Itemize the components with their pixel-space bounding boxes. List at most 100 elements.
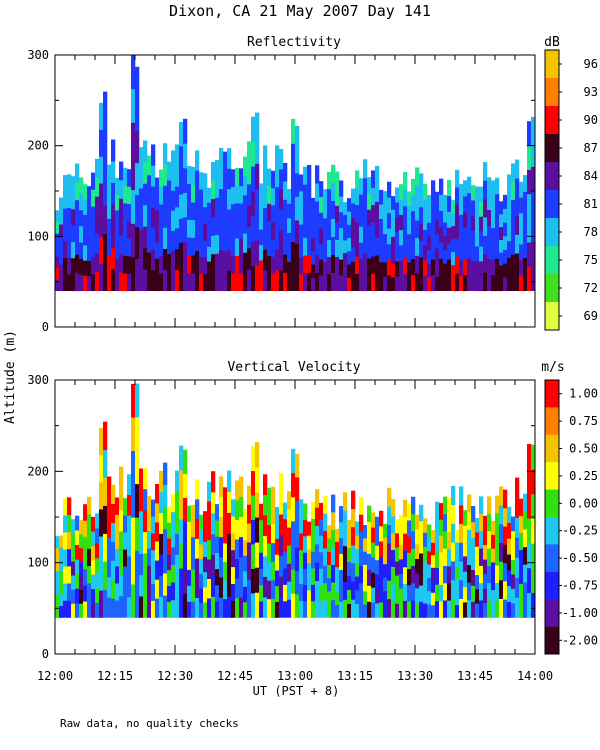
heatmap-cell	[391, 566, 396, 584]
heatmap-cell	[495, 242, 500, 259]
heatmap-cell	[347, 264, 352, 278]
heatmap-cell	[187, 569, 192, 586]
heatmap-cell	[327, 525, 332, 539]
heatmap-cell	[343, 563, 348, 582]
heatmap-cell	[319, 275, 324, 292]
heatmap-cell	[383, 564, 388, 578]
heatmap-cell	[247, 269, 252, 291]
heatmap-cell	[75, 515, 80, 531]
heatmap-cell	[507, 174, 512, 192]
heatmap-cell	[507, 240, 512, 258]
heatmap-cell	[123, 532, 128, 550]
heatmap-cell	[55, 582, 60, 595]
heatmap-cell	[315, 272, 320, 291]
heatmap-cell	[99, 129, 104, 157]
heatmap-cell	[143, 269, 148, 292]
heatmap-cell	[483, 559, 488, 575]
heatmap-cell	[451, 277, 456, 292]
heatmap-cell	[407, 276, 412, 291]
heatmap-cell	[447, 514, 452, 533]
heatmap-cell	[71, 589, 76, 604]
heatmap-cell	[267, 186, 272, 204]
heatmap-cell	[507, 207, 512, 225]
heatmap-cell	[59, 594, 64, 606]
colorbar-swatch	[545, 571, 559, 600]
colorbar-label: 0.75	[569, 414, 598, 428]
heatmap-cell	[487, 531, 492, 549]
heatmap-cell	[127, 221, 132, 239]
heatmap-cell	[343, 510, 348, 529]
heatmap-cell	[251, 141, 256, 167]
heatmap-cell	[111, 269, 116, 291]
heatmap-cell	[147, 194, 152, 214]
heatmap-cell	[415, 202, 420, 221]
heatmap-cell	[251, 593, 256, 618]
heatmap-cell	[223, 251, 228, 272]
heatmap-cell	[455, 238, 460, 257]
heatmap-cell	[423, 518, 428, 533]
heatmap-cell	[495, 193, 500, 211]
heatmap-cell	[531, 543, 536, 569]
colorbar-label: 0.00	[569, 496, 598, 510]
heatmap-cell	[483, 198, 488, 218]
heatmap-cell	[503, 249, 508, 264]
heatmap-cell	[227, 512, 232, 534]
heatmap-cell	[135, 226, 140, 260]
heatmap-cell	[167, 601, 172, 618]
heatmap-cell	[315, 219, 320, 238]
heatmap-cell	[311, 601, 316, 618]
heatmap-cell	[267, 203, 272, 222]
heatmap-cell	[527, 169, 532, 195]
heatmap-cell	[323, 496, 328, 514]
heatmap-cell	[495, 226, 500, 243]
heatmap-cell	[247, 205, 252, 227]
heatmap-cell	[255, 567, 260, 593]
heatmap-cell	[283, 535, 288, 552]
heatmap-cell	[363, 253, 368, 273]
heatmap-cell	[427, 263, 432, 278]
heatmap-cell	[223, 580, 228, 600]
heatmap-cell	[463, 571, 468, 588]
heatmap-cell	[235, 255, 240, 274]
heatmap-cell	[467, 512, 472, 530]
heatmap-cell	[499, 561, 504, 581]
heatmap-cell	[479, 216, 484, 232]
heatmap-cell	[523, 493, 528, 512]
heatmap-cell	[511, 531, 516, 546]
heatmap-cell	[403, 499, 408, 517]
heatmap-cell	[447, 497, 452, 516]
heatmap-cell	[299, 240, 304, 258]
heatmap-cell	[255, 239, 260, 266]
heatmap-cell	[219, 476, 224, 497]
heatmap-cell	[339, 227, 344, 244]
heatmap-cell	[119, 488, 124, 510]
heatmap-cell	[503, 194, 508, 209]
heatmap-cell	[523, 546, 528, 565]
heatmap-cell	[63, 549, 68, 567]
heatmap-cell	[451, 212, 456, 227]
colorbar-swatch	[545, 626, 559, 655]
heatmap-cell	[283, 584, 288, 602]
heatmap-cell	[295, 267, 300, 291]
heatmap-cell	[95, 177, 100, 197]
heatmap-cell	[115, 226, 120, 243]
heatmap-cell	[487, 600, 492, 618]
heatmap-cell	[367, 537, 372, 554]
heatmap-cell	[435, 220, 440, 235]
heatmap-cell	[79, 258, 84, 275]
heatmap-cell	[467, 176, 472, 194]
heatmap-cell	[483, 254, 488, 273]
heatmap-cell	[347, 211, 352, 225]
heatmap-cell	[251, 191, 256, 217]
heatmap-cell	[139, 249, 144, 271]
heatmap-cell	[211, 180, 216, 200]
heatmap-cell	[295, 477, 300, 501]
velocity-data-layer	[55, 383, 536, 618]
heatmap-cell	[207, 501, 212, 521]
heatmap-cell	[191, 569, 196, 586]
heatmap-cell	[455, 567, 460, 581]
heatmap-cell	[355, 548, 360, 563]
heatmap-cell	[455, 542, 460, 556]
heatmap-cell	[451, 199, 456, 214]
heatmap-cell	[151, 144, 156, 166]
